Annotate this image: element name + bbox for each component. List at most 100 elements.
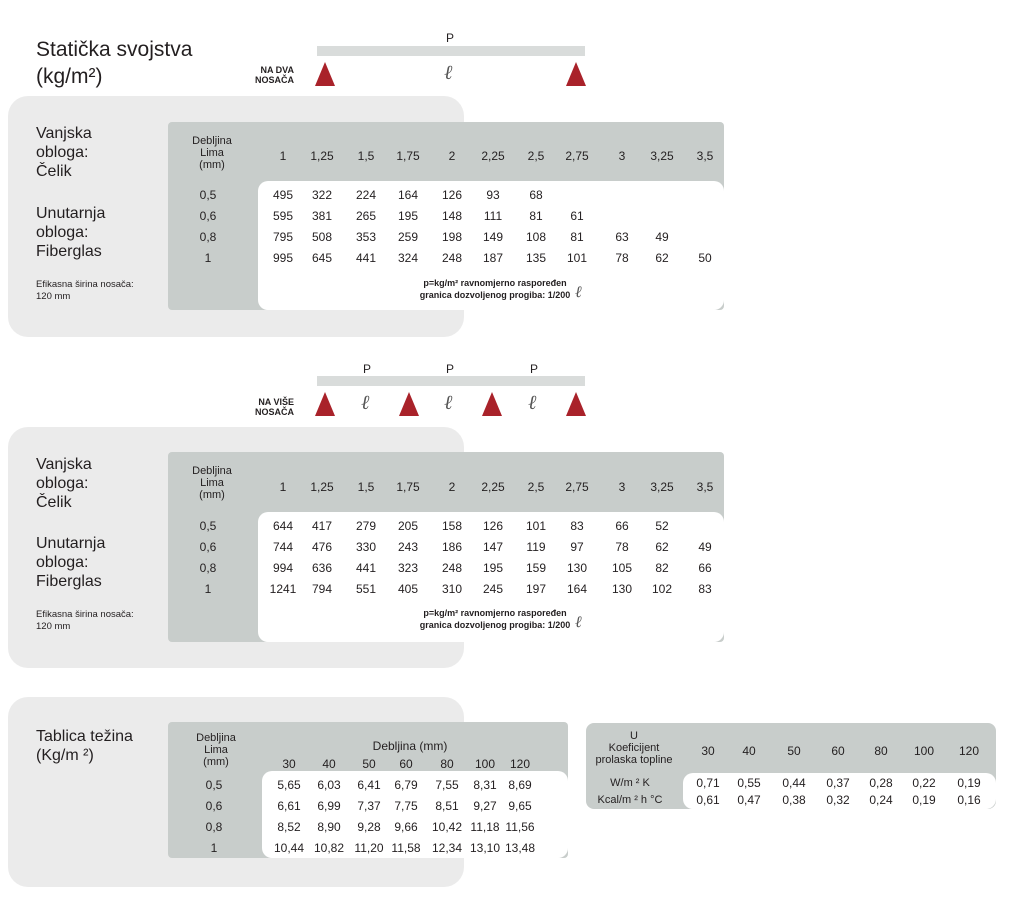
weight-value: 12,34 [431,841,463,855]
unit-label: Kcal/m ² h °C [597,794,663,806]
load-value: 164 [566,582,588,596]
load-value: 149 [482,230,504,244]
span-header: 2 [448,480,456,494]
load-value: 198 [441,230,463,244]
load-value: 62 [655,251,669,265]
weight-value: 8,52 [277,820,301,834]
load-value: 83 [570,519,584,533]
span-header: 1,75 [396,149,420,163]
unit-label: W/m ² K [610,777,650,789]
load-value: 279 [355,519,377,533]
title-line-2: (kg/m²) [36,65,103,88]
weight-value: 11,56 [505,820,535,834]
thickness-header: Debljina Lima (mm) [196,732,236,768]
support-triangle [566,392,586,416]
thickness-col-header: 80 [440,757,454,771]
load-value: 644 [272,519,294,533]
u-value: 0,16 [957,793,981,807]
support-label: NA VIŠE NOSAČA [254,397,294,417]
load-value: 508 [311,230,333,244]
support-triangle [315,62,335,86]
u-value: 0,19 [912,793,936,807]
weight-value: 7,37 [357,799,381,813]
weight-value: 10,82 [313,841,345,855]
load-value: 595 [272,209,294,223]
u-value: 0,38 [782,793,806,807]
load-value: 49 [698,540,712,554]
weight-value: 7,75 [394,799,418,813]
load-label: P [446,362,455,376]
load-value: 83 [698,582,712,596]
outer-cladding-label: Vanjska obloga: Čelik [36,125,92,180]
load-value: 994 [272,561,294,575]
load-value: 78 [615,540,629,554]
load-value: 62 [655,540,669,554]
support-triangle [566,62,586,86]
load-note: p=kg/m² ravnomjerno raspoređen [423,608,567,618]
u-col-header: 30 [701,744,715,758]
load-value: 126 [441,188,463,202]
span-header: 3,25 [650,480,674,494]
u-col-header: 100 [913,744,935,758]
weight-value: 5,65 [277,778,301,792]
thickness-header: Debljina Lima (mm) [192,135,232,171]
load-value: 1241 [269,582,297,596]
load-value: 323 [397,561,419,575]
thickness-value: 0,8 [199,561,217,575]
load-value: 81 [529,209,543,223]
load-value: 224 [355,188,377,202]
load-value: 330 [355,540,377,554]
load-value: 52 [655,519,669,533]
thickness-value: 0,6 [199,540,217,554]
inner-cladding-label: Unutarnja obloga: Fiberglas [36,535,106,590]
load-value: 63 [615,230,629,244]
load-value: 259 [397,230,419,244]
weight-value: 6,41 [357,778,381,792]
thickness-mm-header: Debljina (mm) [372,739,448,753]
span-symbol: ℓ [361,390,370,414]
load-value: 205 [397,519,419,533]
u-col-header: 50 [787,744,801,758]
load-value: 744 [272,540,294,554]
inner-cladding-label: Unutarnja obloga: Fiberglas [36,205,106,260]
load-value: 441 [355,561,377,575]
weight-value: 11,20 [354,841,384,855]
load-value: 248 [441,561,463,575]
load-value: 101 [566,251,588,265]
thickness-header: Debljina Lima (mm) [192,465,232,501]
weight-value: 11,18 [470,820,500,834]
load-value: 158 [441,519,463,533]
support-triangle [482,392,502,416]
load-value: 130 [566,561,588,575]
span-header: 3,25 [650,149,674,163]
effective-width-label: Efikasna širina nosača: 120 mm [36,609,134,632]
table-multiple-supports-body [258,512,724,642]
u-value: 0,71 [696,776,720,790]
load-value: 164 [397,188,419,202]
load-value: 551 [355,582,377,596]
support-triangle [315,392,335,416]
weight-value: 9,28 [357,820,381,834]
span-header: 3 [618,149,626,163]
span-symbol: ℓ [575,282,582,301]
thickness-value: 0,5 [199,188,217,202]
support-triangle [399,392,419,416]
load-value: 111 [483,209,503,223]
load-value: 794 [311,582,333,596]
thickness-value: 0,6 [199,209,217,223]
u-value: 0,19 [957,776,981,790]
weights-title: Tablica težina (Kg/m ²) [36,728,133,764]
u-value: 0,47 [737,793,761,807]
weight-value: 13,48 [504,841,536,855]
load-value: 105 [611,561,633,575]
load-value: 93 [486,188,500,202]
weight-value: 6,79 [394,778,418,792]
load-label: P [530,362,539,376]
load-value: 147 [482,540,504,554]
deflection-note: granica dozvoljenog progiba: 1/200 [419,620,571,630]
load-value: 441 [355,251,377,265]
thickness-value: 0,6 [205,799,223,813]
beam [317,376,585,386]
load-value: 310 [441,582,463,596]
load-value: 195 [482,561,504,575]
